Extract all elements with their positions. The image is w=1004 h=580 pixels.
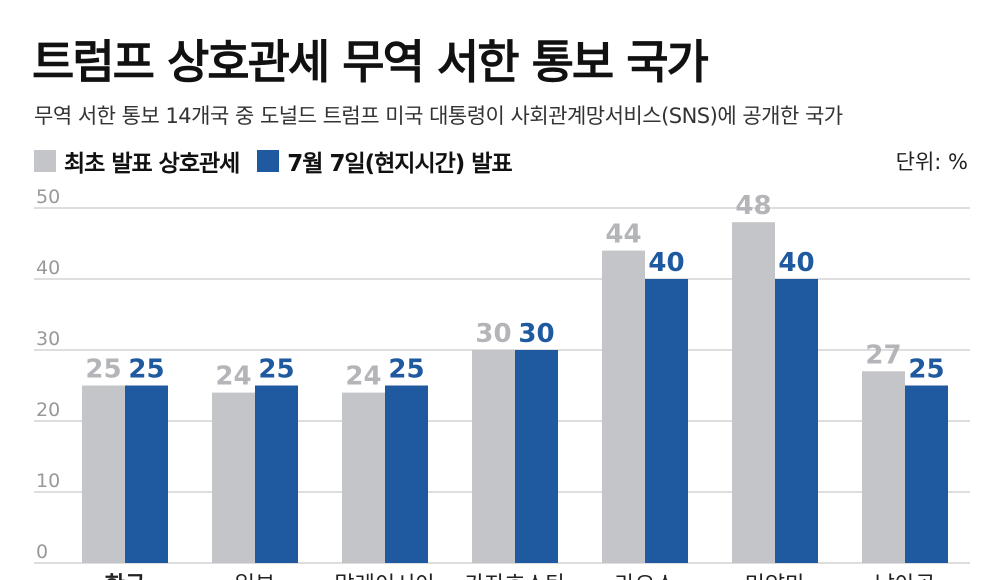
bar-initial (212, 392, 255, 563)
bar-initial (732, 222, 775, 563)
unit-label: 단위: % (895, 150, 968, 174)
bar-initial (342, 392, 385, 563)
y-tick-label: 20 (36, 399, 60, 421)
x-category-label: 일본 (235, 573, 275, 580)
x-category-label: 남아공 (875, 573, 936, 580)
data-label-initial: 44 (605, 220, 641, 250)
legend-swatch-initial (34, 150, 56, 172)
bar-revised (645, 279, 688, 563)
x-category-label: 미얀마 (745, 573, 806, 580)
legend-label-revised: 7월 7일(현지시간) 발표 (287, 151, 512, 177)
data-label-revised: 40 (778, 248, 814, 278)
data-label-revised: 25 (258, 355, 294, 385)
data-label-initial: 24 (215, 362, 251, 392)
bar-initial (472, 350, 515, 563)
data-label-revised: 30 (518, 319, 554, 349)
bar-initial (82, 385, 125, 563)
bar-revised (775, 279, 818, 563)
y-tick-label: 0 (36, 541, 48, 563)
y-tick-label: 50 (36, 186, 60, 208)
data-label-revised: 25 (908, 355, 944, 385)
bar-initial (862, 371, 905, 563)
data-label-initial: 27 (865, 340, 901, 370)
y-tick-label: 10 (36, 470, 60, 492)
y-tick-label: 30 (36, 328, 60, 350)
y-tick-label: 40 (36, 257, 60, 279)
legend-label-initial: 최초 발표 상호관세 (64, 151, 240, 177)
bar-revised (905, 385, 948, 563)
x-category-label: 말레이시아 (334, 573, 435, 580)
data-label-initial: 30 (475, 319, 511, 349)
bar-revised (515, 350, 558, 563)
data-label-revised: 40 (648, 248, 684, 278)
legend-item-initial: 최초 발표 상호관세 (34, 144, 240, 178)
legend-item-revised: 7월 7일(현지시간) 발표 (257, 144, 513, 178)
x-category-label: 라오스 (615, 573, 676, 580)
bar-revised (125, 385, 168, 563)
legend-swatch-revised (257, 150, 280, 172)
data-label-revised: 25 (128, 355, 164, 385)
data-label-initial: 24 (345, 362, 381, 392)
x-category-label: 한국 (105, 573, 145, 580)
chart-title: 트럼프 상호관세 무역 서한 통보 국가 (32, 35, 709, 89)
bar-revised (255, 385, 298, 563)
bar-revised (385, 385, 428, 563)
data-label-revised: 25 (388, 355, 424, 385)
chart-subtitle: 무역 서한 통보 14개국 중 도널드 트럼프 미국 대통령이 사회관계망서비스… (34, 104, 843, 128)
data-label-initial: 25 (85, 355, 121, 385)
x-category-label: 카자흐스탄 (464, 573, 565, 580)
bar-initial (602, 250, 645, 563)
data-label-initial: 48 (735, 191, 771, 221)
legend: 최초 발표 상호관세 7월 7일(현지시간) 발표 (34, 144, 530, 178)
